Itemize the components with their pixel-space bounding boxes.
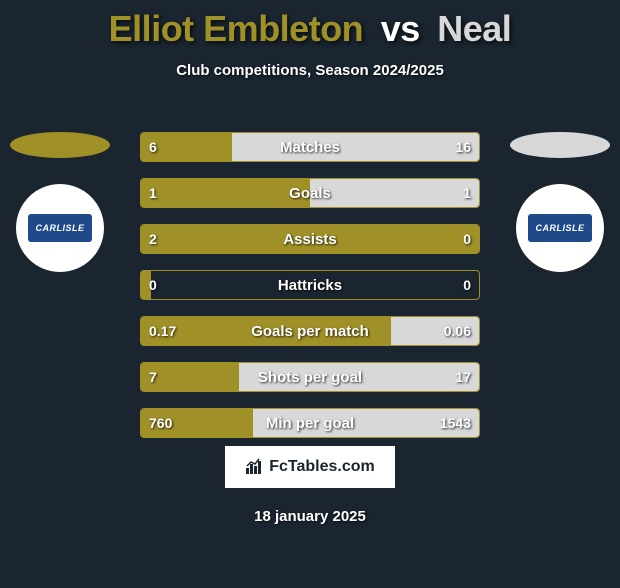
badge-inner: CARLISLE — [28, 214, 92, 242]
footer-date: 18 january 2025 — [0, 508, 620, 525]
badge2-text: CARLISLE — [536, 223, 585, 233]
stat-label: Hattricks — [141, 271, 479, 299]
player2-club-badge: CARLISLE — [516, 184, 604, 272]
bars-icon — [245, 458, 265, 476]
player2-name: Neal — [437, 8, 511, 49]
vs-text: vs — [381, 8, 420, 49]
site-logo[interactable]: FcTables.com — [225, 446, 395, 488]
stat-label: Assists — [141, 225, 479, 253]
player1-oval — [10, 132, 110, 158]
player1-club-badge: CARLISLE — [16, 184, 104, 272]
stat-bar: 00Hattricks — [140, 270, 480, 300]
stat-label: Goals per match — [141, 317, 479, 345]
stat-label: Goals — [141, 179, 479, 207]
stats-bars: 616Matches 11Goals 20Assists 00Hattricks 0.1… — [140, 132, 480, 454]
comparison-title: Elliot Embleton vs Neal — [0, 8, 620, 50]
stat-label: Min per goal — [141, 409, 479, 437]
stat-bar: 20Assists — [140, 224, 480, 254]
stat-label: Shots per goal — [141, 363, 479, 391]
stat-bar: 717Shots per goal — [140, 362, 480, 392]
stat-bar: 11Goals — [140, 178, 480, 208]
badge1-text: CARLISLE — [36, 223, 85, 233]
player2-oval — [510, 132, 610, 158]
subtitle: Club competitions, Season 2024/2025 — [0, 62, 620, 79]
stat-label: Matches — [141, 133, 479, 161]
stat-bar: 616Matches — [140, 132, 480, 162]
badge-inner: CARLISLE — [528, 214, 592, 242]
stat-bar: 7601543Min per goal — [140, 408, 480, 438]
site-name: FcTables.com — [269, 458, 375, 476]
stat-bar: 0.170.06Goals per match — [140, 316, 480, 346]
player1-name: Elliot Embleton — [109, 8, 364, 49]
